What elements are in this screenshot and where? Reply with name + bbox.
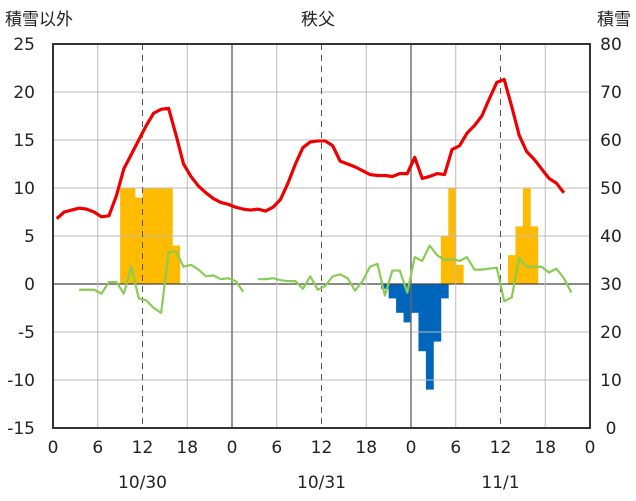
bar: [403, 284, 412, 323]
x-tick-label: 12: [311, 438, 333, 458]
bar: [396, 284, 404, 313]
bar: [530, 226, 539, 284]
bar: [135, 197, 143, 284]
green-series-line: [79, 250, 245, 314]
right-axis-label: 積雪: [597, 10, 631, 30]
left-y-tick-label: 25: [13, 35, 35, 55]
left-y-tick-label: 15: [13, 131, 35, 151]
chart-title: 秩父: [301, 10, 335, 30]
left-y-tick-label: 20: [13, 83, 35, 103]
bar: [515, 226, 524, 284]
bar: [507, 255, 516, 284]
x-tick-label: 6: [271, 438, 282, 458]
bars-layer: [120, 188, 539, 390]
left-y-ticks: 25 20 15 10 5 0 -5 -10 -15: [7, 35, 35, 439]
x-tick-label: 0: [406, 438, 417, 458]
x-tick-label: 18: [534, 438, 556, 458]
x-tick-label: 18: [355, 438, 377, 458]
x-tick-label: 6: [450, 438, 461, 458]
plot-frame: [52, 43, 591, 429]
right-y-tick-label: 50: [600, 179, 622, 199]
x-tick-label: 12: [132, 438, 154, 458]
x-tick-label: 18: [176, 438, 198, 458]
x-tick-label: 0: [585, 438, 596, 458]
left-y-tick-label: -15: [7, 419, 35, 439]
x-tick-label: 0: [48, 438, 59, 458]
bar: [455, 264, 464, 284]
right-y-tick-label: 60: [600, 131, 622, 151]
bar: [425, 284, 434, 390]
bar: [440, 284, 449, 299]
green-series-line: [258, 244, 573, 303]
right-y-tick-label: 80: [600, 35, 622, 55]
date-label: 10/30: [118, 473, 167, 493]
left-axis-label: 積雪以外: [5, 10, 73, 30]
x-tick-label: 6: [92, 438, 103, 458]
x-tick-label: 0: [227, 438, 238, 458]
lines-layer: [55, 77, 573, 314]
bar: [418, 284, 427, 352]
left-y-tick-label: -5: [18, 323, 35, 343]
bar: [172, 245, 181, 284]
left-y-tick-label: 5: [24, 227, 35, 247]
bar: [433, 284, 442, 342]
red-series-line: [55, 77, 566, 220]
right-y-tick-label: 20: [600, 323, 622, 343]
date-labels: 10/30 10/31 11/1: [118, 473, 520, 493]
date-label: 10/31: [297, 473, 346, 493]
bar: [381, 284, 390, 289]
x-ticks: 0 6 12 18 0 6 12 18 0 6 12 18 0: [48, 438, 596, 458]
left-y-tick-label: -10: [7, 371, 35, 391]
bar: [411, 284, 419, 313]
right-y-tick-label: 30: [600, 275, 622, 295]
date-label: 11/1: [481, 473, 519, 493]
right-y-tick-label: 10: [600, 371, 622, 391]
left-y-tick-label: 0: [24, 275, 35, 295]
right-y-tick-label: 40: [600, 227, 622, 247]
right-y-tick-label: 70: [600, 83, 622, 103]
left-y-tick-label: 10: [13, 179, 35, 199]
right-y-ticks: 80 70 60 50 40 30 20 10 0: [600, 35, 622, 439]
right-y-tick-label: 0: [606, 419, 617, 439]
bar: [388, 284, 397, 299]
x-tick-label: 12: [490, 438, 512, 458]
